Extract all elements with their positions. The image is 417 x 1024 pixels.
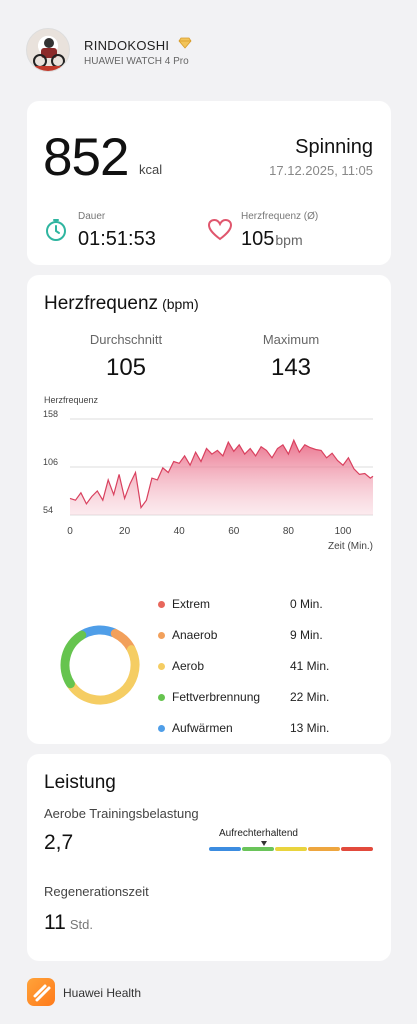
performance-card: Leistung Aerobe Trainingsbelastung 2,7 A… [27, 754, 391, 961]
performance-title: Leistung [44, 772, 116, 793]
zone-label: Extrem [172, 597, 211, 611]
load-bar-segment-4 [308, 847, 340, 851]
x-tick-label: 100 [335, 526, 352, 537]
maximum-label: Maximum [262, 332, 320, 347]
chart-y-axis-label: Herzfrequenz [44, 395, 99, 405]
zone-label: Aufwärmen [172, 721, 233, 735]
app-name: Huawei Health [63, 986, 142, 1000]
heart-rate-title: Herzfrequenz (bpm) [44, 293, 199, 314]
training-load-level: Aufrechterhaltend [219, 828, 298, 839]
zone-legend-row: Fettverbrennung 22 Min. [158, 689, 378, 707]
heart-rate-line [69, 438, 374, 510]
load-bar-segment-1 [209, 847, 241, 851]
heart-rate-card: Herzfrequenz (bpm) Durchschnitt 105 Maxim… [27, 275, 391, 744]
load-bar-segment-2 [242, 847, 274, 851]
zone-legend-row: Anaerob 9 Min. [158, 627, 378, 645]
maximum-value: 143 [270, 354, 312, 381]
duration-value: 01:51:53 [78, 228, 156, 250]
device-name: HUAWEI WATCH 4 Pro [84, 56, 189, 67]
heart-rate-label: Herzfrequenz (Ø) [241, 211, 319, 222]
kcal-unit: kcal [139, 162, 163, 177]
avatar[interactable] [26, 28, 70, 72]
zone-duration: 0 Min. [290, 597, 323, 611]
y-tick-label: 106 [43, 457, 58, 467]
x-tick-label: 20 [119, 526, 131, 537]
zone-color-dot [158, 694, 165, 701]
username: RINDOKOSHI [84, 38, 170, 53]
zone-legend-row: Aufwärmen 13 Min. [158, 720, 378, 738]
diamond-icon [178, 37, 192, 49]
heart-rate-zone-donut [60, 625, 140, 705]
heart-icon [207, 218, 233, 241]
zone-color-dot [158, 601, 165, 608]
heart-rate-chart[interactable]: 54 106 158 0 20 40 60 80 100 Zeit (Min.) [27, 405, 391, 555]
huawei-health-logo-icon [27, 978, 55, 1006]
zone-duration: 41 Min. [290, 659, 330, 673]
stopwatch-icon [46, 219, 66, 241]
zone-color-dot [158, 725, 165, 732]
duration-label: Dauer [78, 211, 106, 222]
chart-x-axis-label: Zeit (Min.) [328, 541, 373, 552]
heart-rate-title-unit: (bpm) [162, 296, 199, 312]
activity-datetime: 17.12.2025, 11:05 [269, 163, 373, 178]
app-footer[interactable]: Huawei Health [27, 978, 227, 1008]
heart-rate-value: 105bpm [241, 228, 303, 250]
training-load-marker [261, 841, 267, 846]
heart-rate-unit: bpm [275, 232, 303, 248]
zone-color-dot [158, 632, 165, 639]
zone-label: Anaerob [172, 628, 218, 642]
recovery-time-value: 11 Std. [44, 911, 93, 934]
zone-color-dot [158, 663, 165, 670]
x-tick-label: 60 [228, 526, 240, 537]
x-tick-label: 40 [174, 526, 186, 537]
profile-header: RINDOKOSHI HUAWEI WATCH 4 Pro [26, 28, 396, 76]
zone-label: Aerob [172, 659, 205, 673]
donut-segment-aufwärmen [78, 625, 119, 639]
zone-label: Fettverbrennung [172, 690, 261, 704]
donut-segment-aerob [66, 645, 140, 705]
zone-legend-row: Aerob 41 Min. [158, 658, 378, 676]
load-bar-segment-5 [341, 847, 373, 851]
zone-duration: 9 Min. [290, 628, 323, 642]
recovery-time-unit: Std. [69, 917, 93, 932]
donut-segment-fettverbrennung [60, 630, 87, 689]
x-tick-label: 0 [67, 526, 73, 537]
average-label: Durchschnitt [89, 332, 163, 347]
x-tick-label: 80 [283, 526, 295, 537]
heart-rate-area [70, 440, 373, 515]
activity-name: Spinning [295, 136, 373, 158]
y-tick-label: 158 [43, 409, 58, 419]
training-load-label: Aerobe Trainingsbelastung [44, 806, 199, 821]
zone-duration: 22 Min. [290, 690, 330, 704]
donut-segment-anaerob [110, 629, 136, 653]
y-tick-label: 54 [43, 505, 53, 515]
training-load-value: 2,7 [44, 831, 74, 854]
zone-legend-row: Extrem 0 Min. [158, 596, 378, 614]
kcal-value: 852 [43, 128, 129, 187]
zone-duration: 13 Min. [290, 721, 330, 735]
recovery-time-label: Regenerationszeit [44, 884, 149, 899]
load-bar-segment-3 [275, 847, 307, 851]
average-value: 105 [105, 354, 147, 381]
workout-summary-card: 852 kcal Spinning 17.12.2025, 11:05 Daue… [27, 101, 391, 265]
